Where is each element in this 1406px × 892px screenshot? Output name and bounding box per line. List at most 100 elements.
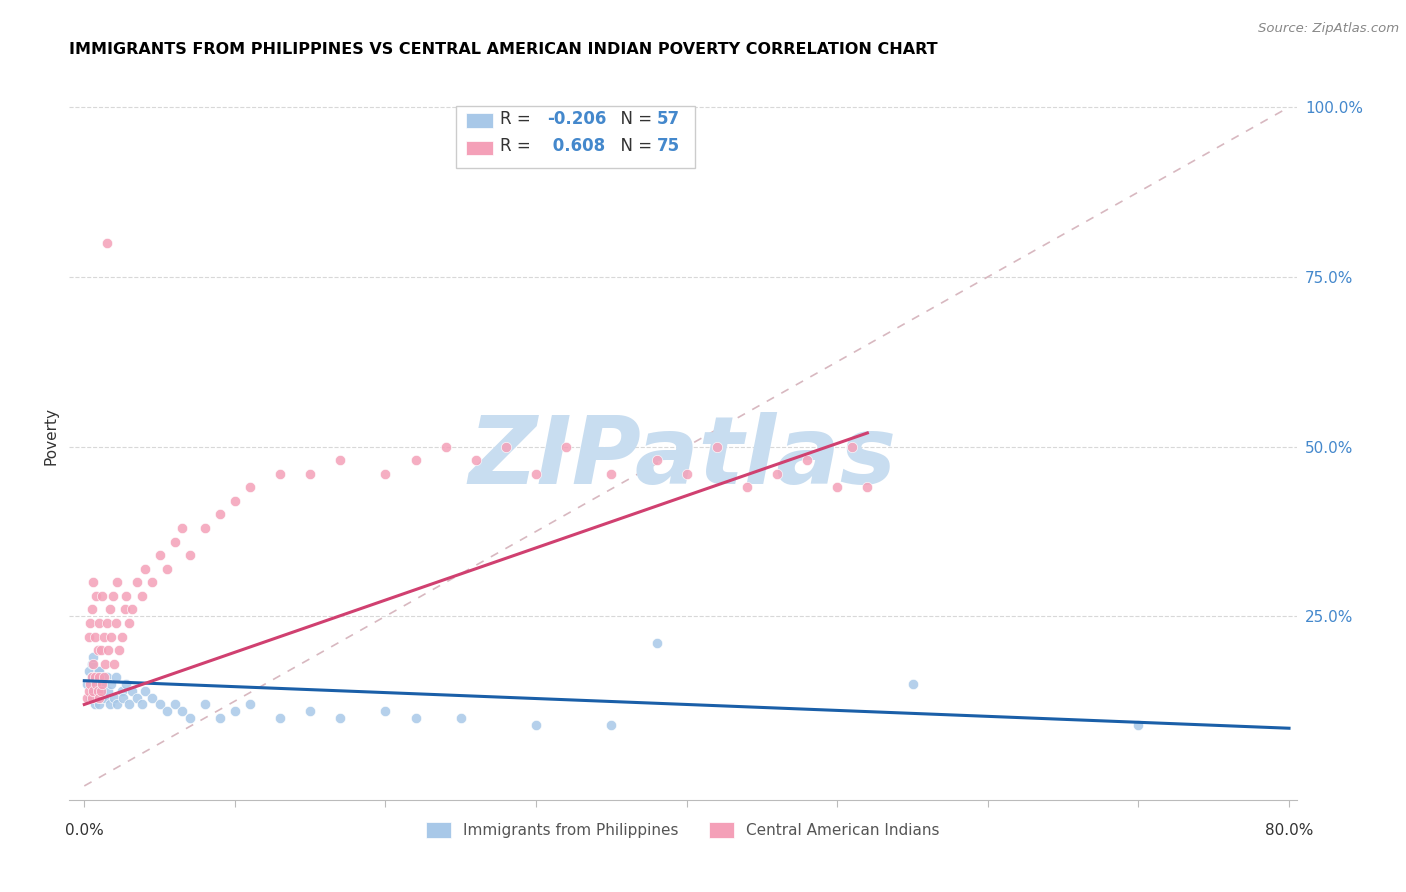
Point — [77, 630, 100, 644]
Point — [104, 615, 127, 630]
Point — [825, 480, 848, 494]
Point — [97, 643, 120, 657]
Point — [82, 657, 104, 671]
FancyBboxPatch shape — [456, 106, 695, 168]
Point — [86, 670, 108, 684]
Point — [82, 575, 104, 590]
Point — [405, 453, 427, 467]
Point — [79, 690, 101, 705]
Point — [96, 615, 118, 630]
Point — [600, 718, 623, 732]
Point — [115, 589, 138, 603]
Legend: Immigrants from Philippines, Central American Indians: Immigrants from Philippines, Central Ame… — [420, 816, 945, 844]
Point — [706, 440, 728, 454]
Point — [98, 698, 121, 712]
Point — [100, 677, 122, 691]
Point — [83, 670, 105, 684]
FancyBboxPatch shape — [465, 141, 492, 155]
Point — [98, 602, 121, 616]
Point — [495, 440, 517, 454]
Point — [131, 698, 153, 712]
Point — [76, 690, 98, 705]
Point — [83, 630, 105, 644]
Point — [91, 684, 114, 698]
Point — [856, 480, 879, 494]
Point — [82, 684, 104, 698]
Point — [329, 453, 352, 467]
Point — [93, 630, 115, 644]
Point — [89, 677, 111, 691]
Point — [121, 602, 143, 616]
Point — [82, 650, 104, 665]
Text: IMMIGRANTS FROM PHILIPPINES VS CENTRAL AMERICAN INDIAN POVERTY CORRELATION CHART: IMMIGRANTS FROM PHILIPPINES VS CENTRAL A… — [69, 42, 938, 57]
Point — [93, 670, 115, 684]
Point — [80, 670, 103, 684]
Text: 57: 57 — [657, 110, 681, 128]
Point — [156, 704, 179, 718]
Point — [87, 684, 110, 698]
Point — [93, 677, 115, 691]
Point — [90, 643, 112, 657]
Point — [91, 589, 114, 603]
Point — [194, 521, 217, 535]
Text: 75: 75 — [657, 136, 681, 155]
Point — [89, 690, 111, 705]
Point — [83, 698, 105, 712]
Point — [299, 467, 322, 481]
Point — [901, 677, 924, 691]
Text: 80.0%: 80.0% — [1265, 823, 1313, 838]
Point — [87, 664, 110, 678]
Text: R =: R = — [501, 136, 536, 155]
Point — [80, 670, 103, 684]
Point — [76, 677, 98, 691]
Text: R =: R = — [501, 110, 536, 128]
Point — [108, 643, 131, 657]
Point — [87, 690, 110, 705]
Point — [675, 467, 697, 481]
Point — [112, 690, 135, 705]
Point — [269, 711, 291, 725]
Point — [163, 698, 186, 712]
Point — [94, 690, 117, 705]
Point — [104, 670, 127, 684]
Point — [114, 602, 136, 616]
Point — [555, 440, 578, 454]
Point — [86, 684, 108, 698]
Point — [299, 704, 322, 718]
Point — [101, 589, 124, 603]
Point — [208, 711, 231, 725]
Point — [125, 690, 148, 705]
Point — [118, 615, 141, 630]
Point — [149, 548, 172, 562]
Text: 0.0%: 0.0% — [65, 823, 104, 838]
Point — [134, 684, 156, 698]
Point — [83, 677, 105, 691]
Point — [434, 440, 457, 454]
Point — [107, 575, 129, 590]
Point — [329, 711, 352, 725]
Point — [172, 521, 194, 535]
Y-axis label: Poverty: Poverty — [44, 408, 58, 466]
Point — [90, 690, 112, 705]
Point — [89, 664, 111, 678]
Point — [82, 684, 104, 698]
Point — [131, 589, 153, 603]
Point — [645, 453, 668, 467]
Point — [405, 711, 427, 725]
Text: ZIPatlas: ZIPatlas — [468, 412, 897, 504]
Point — [194, 698, 217, 712]
Point — [80, 657, 103, 671]
Point — [179, 548, 201, 562]
Point — [179, 711, 201, 725]
Point — [97, 684, 120, 698]
Point — [86, 589, 108, 603]
Point — [77, 684, 100, 698]
Point — [100, 630, 122, 644]
Point — [111, 630, 134, 644]
Point — [1128, 718, 1150, 732]
Point — [374, 467, 396, 481]
Point — [103, 657, 125, 671]
Point — [374, 704, 396, 718]
Point — [79, 677, 101, 691]
Point — [735, 480, 758, 494]
